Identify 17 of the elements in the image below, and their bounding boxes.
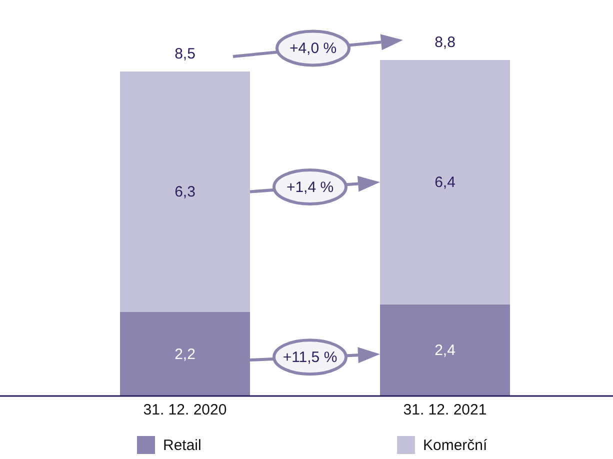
annotation: +11,5 % <box>282 349 338 366</box>
text: +4,0 % <box>289 40 337 58</box>
legend-label: Retail <box>163 436 202 454</box>
bar <box>380 304 510 396</box>
total-label: 8,8 <box>434 34 456 51</box>
bar <box>120 312 250 396</box>
x-tick-label: 31. 12. 2021 <box>403 402 487 419</box>
bar <box>120 71 250 312</box>
x-tick-label: 31. 12. 2020 <box>143 402 227 419</box>
total-label: 8,5 <box>174 45 196 62</box>
data-label: 6,3 <box>174 184 196 201</box>
data-label: 2,2 <box>174 346 196 363</box>
data-label: 6,4 <box>434 174 456 192</box>
annotation: +1,4 % <box>286 178 334 196</box>
bar <box>380 60 510 304</box>
legend-label: Komerční <box>423 436 488 454</box>
data-label: 2,4 <box>434 342 456 360</box>
